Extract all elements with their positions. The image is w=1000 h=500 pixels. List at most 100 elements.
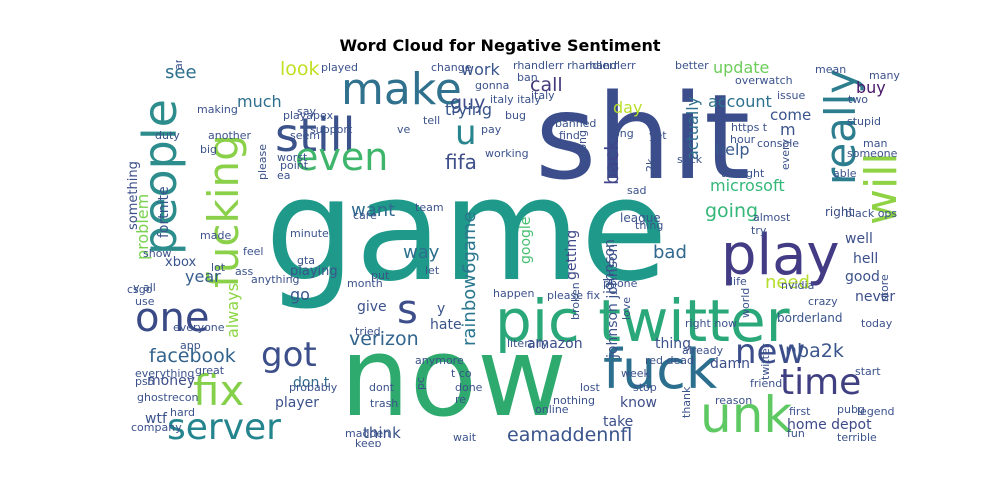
cloud-word: shit <box>535 68 751 206</box>
cloud-word: new <box>735 332 806 372</box>
cloud-word: legend <box>857 405 895 418</box>
cloud-word: two <box>848 93 869 106</box>
cloud-word: re <box>455 393 467 406</box>
cloud-word: right <box>825 205 854 219</box>
cloud-word: stop <box>633 381 657 394</box>
cloud-word: pay <box>481 123 502 136</box>
cloud-word: man <box>863 137 888 150</box>
cloud-word: verizon <box>349 328 419 350</box>
cloud-word: italy <box>531 89 555 102</box>
cloud-word: player <box>275 395 320 411</box>
cloud-word: twitter <box>759 343 772 380</box>
cloud-word: playapex <box>283 109 334 122</box>
cloud-word: please fix <box>547 289 600 302</box>
cloud-word: hard <box>170 406 196 419</box>
cloud-word: tried <box>355 325 381 338</box>
cloud-word: love <box>620 296 633 320</box>
cloud-word: let <box>425 264 440 277</box>
cloud-word: right now <box>685 317 738 330</box>
cloud-word: yet <box>649 129 667 142</box>
cloud-word: help <box>715 140 750 159</box>
cloud-word: hell <box>853 251 879 267</box>
cloud-word: something <box>126 161 141 230</box>
cloud-word: minute <box>290 227 329 240</box>
cloud-word: crazy <box>808 295 838 308</box>
cloud-word: issue <box>777 89 806 102</box>
cloud-word: year <box>185 267 221 286</box>
cloud-word: going <box>705 200 759 222</box>
cloud-word: play <box>721 223 840 288</box>
cloud-word: u <box>455 113 477 153</box>
cloud-word: microsoft <box>710 176 785 195</box>
cloud-word: pubg <box>837 403 865 416</box>
cloud-word: week <box>621 367 650 380</box>
cloud-word: literally <box>507 337 549 350</box>
cloud-word: big <box>200 143 218 156</box>
cloud-word: t co <box>451 367 472 380</box>
cloud-word: 2k <box>644 158 657 172</box>
cloud-word: already <box>682 344 724 357</box>
cloud-word: today <box>861 317 893 330</box>
cloud-word: think <box>363 424 401 442</box>
cloud-word: everything <box>135 367 195 380</box>
cloud-word: look <box>280 60 320 80</box>
cloud-word: nothing <box>553 394 595 407</box>
cloud-word: friend <box>750 377 783 390</box>
cloud-word: anything <box>251 273 300 286</box>
cloud-word: actually <box>683 96 702 160</box>
cloud-word: keep <box>355 437 382 447</box>
cloud-word: reason <box>715 394 753 407</box>
cloud-word: care <box>353 209 377 222</box>
cloud-word: thing <box>635 219 664 232</box>
cloud-word: damn <box>710 356 750 372</box>
cloud-word: go <box>290 285 310 304</box>
cloud-word: many <box>869 69 900 82</box>
cloud-word: use <box>135 295 155 308</box>
cloud-word: bug <box>505 109 526 122</box>
cloud-word: made <box>200 229 232 242</box>
cloud-word: every <box>779 138 792 170</box>
cloud-word: need <box>765 272 810 293</box>
cloud-word: phone <box>603 277 638 290</box>
cloud-word: gonna <box>475 79 510 92</box>
cloud-word: thought <box>721 167 765 180</box>
cloud-word: fix <box>193 366 245 415</box>
cloud-word: m <box>780 120 796 139</box>
cloud-word: life <box>730 275 747 288</box>
cloud-word: call <box>530 74 563 96</box>
cloud-word: unk <box>700 386 793 444</box>
cloud-word: team <box>415 201 444 214</box>
cloud-word: thing <box>655 336 692 352</box>
cloud-word: fifa <box>445 150 477 174</box>
cloud-word: always <box>223 283 242 338</box>
cloud-word: buy <box>856 78 886 97</box>
cloud-word: google <box>518 216 534 264</box>
cloud-word: try <box>751 224 767 237</box>
cloud-word: first <box>789 405 811 418</box>
cloud-word: rainbow6game <box>459 211 480 346</box>
cloud-word: console <box>757 137 800 150</box>
cloud-word: give <box>357 299 387 315</box>
cloud-word: online <box>535 403 569 416</box>
cloud-word: madden <box>345 427 391 440</box>
cloud-word: sad <box>627 184 647 197</box>
cloud-word: show <box>143 247 172 260</box>
cloud-word: lot <box>211 261 226 274</box>
cloud-word: amazon <box>527 336 583 352</box>
cloud-word: https t <box>731 121 768 134</box>
cloud-word: company <box>131 421 182 434</box>
cloud-word: league <box>620 211 661 225</box>
cloud-word: want <box>351 200 396 221</box>
cloud-word: red dead <box>645 354 695 367</box>
cloud-word: rhandlerr <box>585 60 636 72</box>
cloud-word: wait <box>453 431 477 444</box>
cloud-word: come <box>770 106 812 124</box>
cloud-word: borderland <box>777 311 843 325</box>
cloud-word: thank <box>680 386 693 418</box>
cloud-word: nba2k <box>785 340 844 362</box>
cloud-word: working <box>485 147 529 160</box>
cloud-word: trash <box>370 397 399 410</box>
cloud-word: eamaddennfl <box>507 424 633 446</box>
cloud-word: got <box>261 335 317 375</box>
cloud-word: tell <box>423 114 441 127</box>
